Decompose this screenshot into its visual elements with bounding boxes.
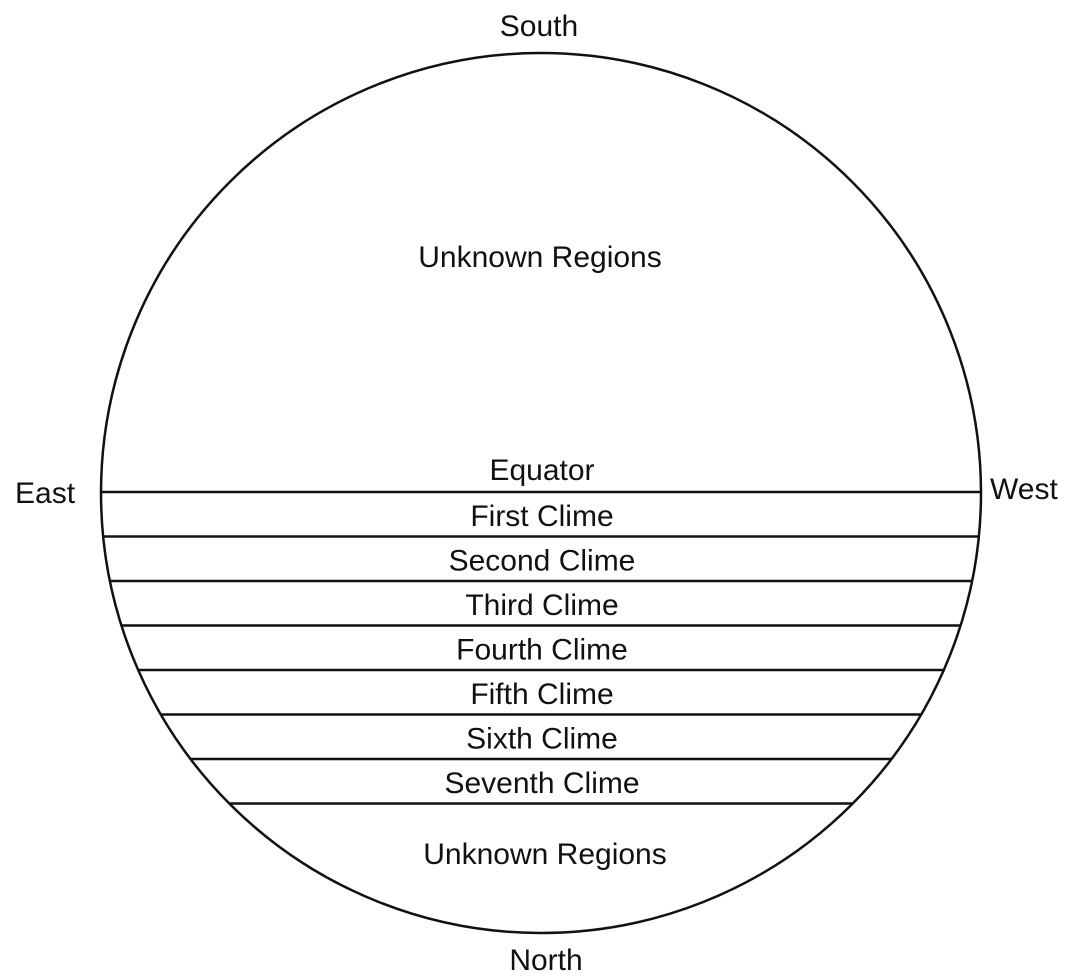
clime-label: First Clime xyxy=(470,500,613,533)
direction-south-label: South xyxy=(500,10,578,43)
unknown-regions-lower-label: Unknown Regions xyxy=(423,838,666,871)
clime-label: Second Clime xyxy=(449,545,636,578)
clime-labels: First Clime Second Clime Third Clime Fourth… xyxy=(444,500,639,800)
direction-east-label: East xyxy=(15,477,76,510)
clime-label: Sixth Clime xyxy=(466,723,618,756)
direction-west-label: West xyxy=(990,473,1058,506)
clime-boundary-lines xyxy=(101,490,981,805)
clime-label: Fifth Clime xyxy=(470,678,613,711)
clime-label: Seventh Clime xyxy=(444,767,639,800)
clime-label: Fourth Clime xyxy=(456,634,628,667)
equator-label: Equator xyxy=(489,454,594,487)
unknown-regions-upper-label: Unknown Regions xyxy=(418,241,661,274)
clime-label: Third Clime xyxy=(465,589,618,622)
direction-north-label: North xyxy=(509,944,582,977)
